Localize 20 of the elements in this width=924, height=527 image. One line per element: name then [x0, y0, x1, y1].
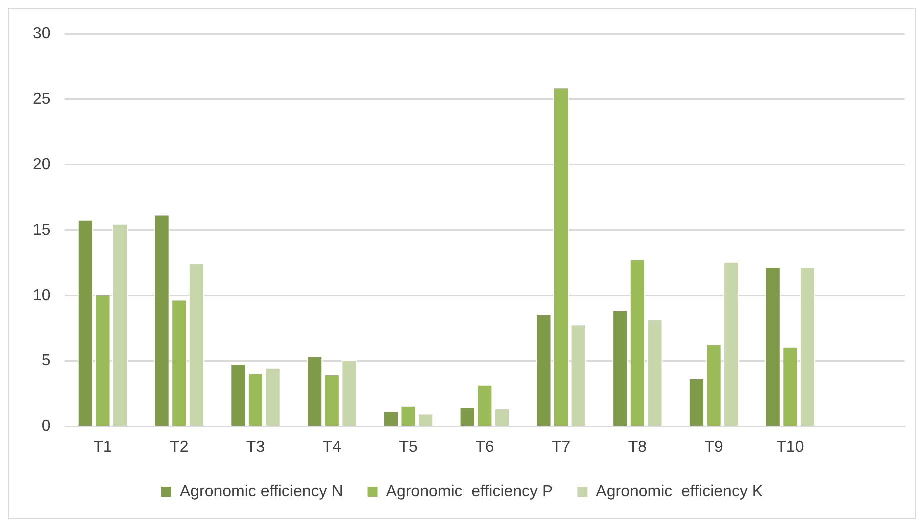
y-tick-label: 15	[33, 222, 51, 239]
x-tick-label: T10	[776, 438, 804, 456]
y-tick-label: 20	[33, 156, 51, 174]
x-tick-label: T2	[170, 438, 189, 456]
y-tick-label: 30	[33, 25, 51, 42]
x-tick-label: T5	[399, 438, 418, 456]
x-tick-label: T6	[476, 438, 494, 456]
x-tick-label: T7	[552, 438, 571, 456]
legend-label: Agronomic efficiency P	[386, 483, 554, 500]
y-tick-label: 10	[33, 287, 51, 304]
y-tick-label: 25	[33, 90, 51, 108]
x-tick-label: T4	[322, 438, 342, 456]
x-tick-label: T3	[246, 438, 266, 456]
legend-label: Agronomic efficiency N	[180, 483, 344, 500]
y-tick-label: 5	[42, 352, 51, 370]
x-tick-label: T8	[628, 438, 648, 456]
x-tick-label: T9	[704, 438, 724, 456]
legend-label: Agronomic efficiency K	[596, 483, 764, 500]
x-tick-label: T1	[94, 438, 112, 456]
y-tick-label: 0	[42, 418, 51, 436]
